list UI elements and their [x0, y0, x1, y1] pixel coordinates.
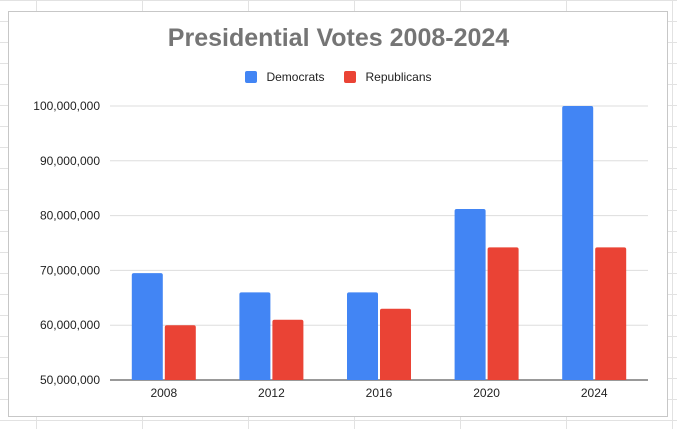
bar-democrats-2012[interactable] — [239, 292, 271, 380]
y-tick-label: 50,000,000 — [40, 373, 100, 387]
y-axis-tick-labels: 50,000,000 60,000,000 70,000,000 80,000,000… — [33, 99, 100, 387]
x-tick-label: 2020 — [473, 386, 500, 400]
legend-label-republicans: Republicans — [365, 70, 432, 84]
x-tick-label: 2024 — [581, 386, 608, 400]
y-tick-label: 80,000,000 — [40, 209, 100, 223]
bar-democrats-2008[interactable] — [131, 273, 163, 380]
x-axis-tick-labels: 2008 2012 2016 2020 2024 — [150, 386, 607, 400]
gridlines — [110, 105, 648, 381]
chart-title: Presidential Votes 2008-2024 — [167, 24, 510, 52]
y-tick-label: 60,000,000 — [40, 318, 100, 332]
y-tick-label: 100,000,000 — [33, 99, 100, 113]
legend-label-democrats: Democrats — [266, 70, 325, 84]
x-tick-label: 2008 — [150, 386, 177, 400]
bars — [131, 106, 627, 380]
legend-item-democrats[interactable]: Democrats — [245, 70, 324, 84]
bar-republicans-2008[interactable] — [164, 325, 196, 380]
legend-swatch-democrats — [245, 71, 258, 83]
bar-republicans-2012[interactable] — [272, 319, 304, 380]
bar-republicans-2016[interactable] — [380, 308, 411, 380]
x-tick-label: 2016 — [366, 386, 393, 400]
bar-democrats-2024[interactable] — [562, 106, 594, 380]
chart-frame — [8, 11, 668, 417]
bar-republicans-2024[interactable] — [595, 247, 627, 380]
legend-item-republicans[interactable]: Republicans — [344, 70, 432, 84]
y-tick-label: 70,000,000 — [40, 263, 100, 277]
x-tick-label: 2012 — [258, 386, 285, 400]
bar-democrats-2020[interactable] — [454, 209, 486, 380]
bar-republicans-2020[interactable] — [487, 247, 519, 380]
y-tick-label: 90,000,000 — [40, 154, 100, 168]
legend-swatch-republicans — [344, 71, 357, 83]
bar-democrats-2016[interactable] — [347, 292, 378, 380]
legend: Democrats Republicans — [0, 70, 677, 84]
